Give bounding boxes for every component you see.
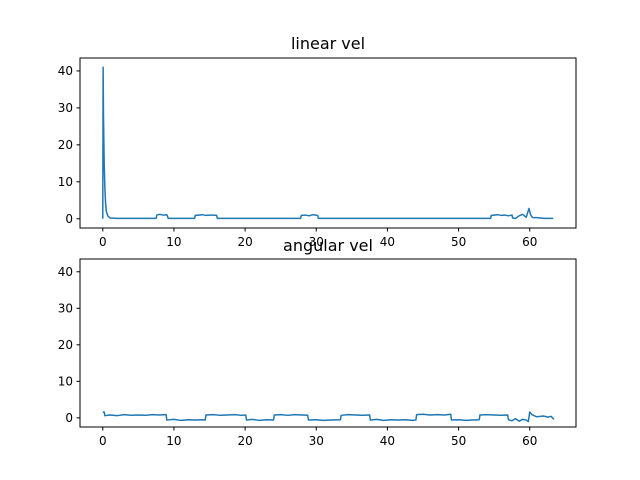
angular-vel-ticks: 0 10 20 30 40 50 60 0 10 20 30 40 — [58, 265, 538, 448]
linear-vel-series-line — [102, 66, 554, 220]
angular-vel-y-tick-label: 40 — [58, 265, 73, 279]
linear-vel-title: linear vel — [291, 34, 365, 53]
angular-vel-frame — [79, 258, 577, 428]
angular-vel-series-group — [102, 411, 555, 423]
linear-vel-ticks: 0 10 20 30 40 50 60 0 10 20 30 40 — [58, 64, 538, 249]
angular-vel-series-line — [102, 411, 555, 423]
linear-vel-x-tick-label: 0 — [99, 235, 107, 249]
linear-vel-x-tick-label: 20 — [237, 235, 252, 249]
linear-vel-x-tick-label: 40 — [380, 235, 395, 249]
linear-vel-y-tick-label: 0 — [65, 212, 73, 226]
linear-vel-axes: linear vel 0 10 20 30 40 50 60 0 10 20 30 40 — [58, 34, 577, 249]
angular-vel-x-tick-label: 20 — [237, 434, 252, 448]
angular-vel-x-tick-label: 30 — [309, 434, 324, 448]
linear-vel-frame — [79, 57, 577, 229]
linear-vel-y-tick-label: 30 — [58, 101, 73, 115]
linear-vel-y-tick-label: 20 — [58, 138, 73, 152]
angular-vel-y-tick-label: 30 — [58, 301, 73, 315]
linear-vel-y-tick-label: 10 — [58, 175, 73, 189]
angular-vel-y-tick-label: 0 — [65, 411, 73, 425]
linear-vel-series-group — [102, 66, 554, 220]
angular-vel-axes: 0 10 20 30 40 50 60 0 10 20 30 40 angular vel — [58, 236, 577, 448]
angular-vel-y-tick-label: 10 — [58, 374, 73, 388]
angular-vel-x-tick-label: 40 — [380, 434, 395, 448]
angular-vel-title: angular vel — [283, 236, 373, 255]
angular-vel-x-tick-label: 60 — [522, 434, 537, 448]
angular-vel-y-tick-label: 20 — [58, 338, 73, 352]
linear-vel-x-tick-label: 30 — [309, 235, 324, 249]
linear-vel-x-tick-label: 50 — [451, 235, 466, 249]
linear-vel-y-tick-label: 40 — [58, 64, 73, 78]
linear-vel-x-tick-label: 10 — [166, 235, 181, 249]
angular-vel-x-tick-label: 0 — [99, 434, 107, 448]
angular-vel-x-tick-label: 10 — [166, 434, 181, 448]
linear-vel-x-tick-label: 60 — [522, 235, 537, 249]
angular-vel-x-tick-label: 50 — [451, 434, 466, 448]
